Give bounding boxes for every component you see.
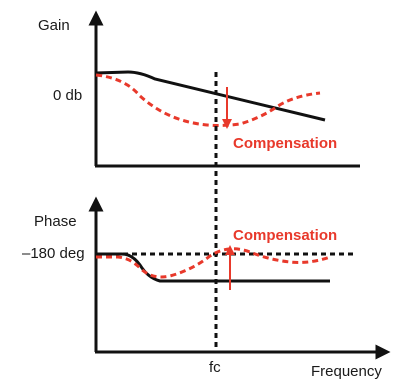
crossover-frequency-label: fc bbox=[209, 359, 221, 376]
frequency-axis-label: Frequency bbox=[311, 363, 382, 380]
gain-axis-label: Gain bbox=[38, 17, 70, 34]
phase-reference-label: –180 deg bbox=[22, 245, 85, 262]
gain-response-curve bbox=[95, 70, 326, 122]
phase-compensation-curve bbox=[96, 247, 331, 279]
phase-response-curve bbox=[96, 252, 330, 283]
phase-compensation-label: Compensation bbox=[233, 227, 337, 244]
gain-compensation-curve bbox=[95, 73, 321, 127]
phase-axis-label: Phase bbox=[34, 213, 77, 230]
gain-reference-label: 0 db bbox=[53, 87, 82, 104]
gain-compensation-label: Compensation bbox=[233, 135, 337, 152]
